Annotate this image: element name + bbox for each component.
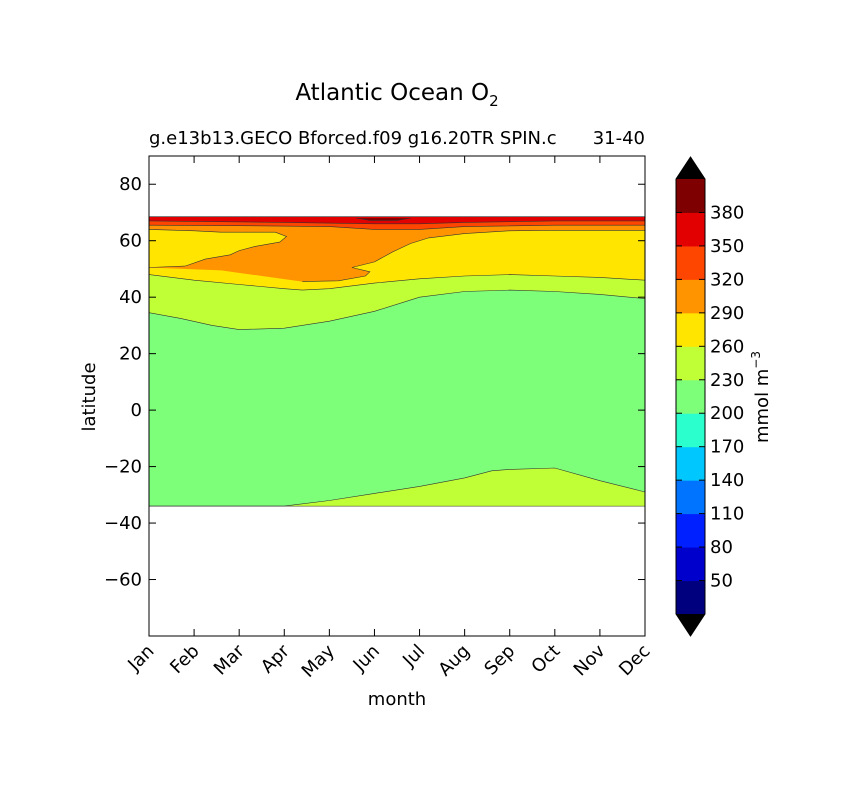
chart-subtitle-right: 31-40 [593,128,645,149]
colorbar-tick-label: 290 [710,303,744,324]
x-tick-label: Sep [480,641,519,680]
y-tick-label: −20 [104,457,142,478]
chart-title-subscript: 2 [489,92,499,110]
x-tick-label: Jul [398,641,429,672]
colorbar-segment [676,413,705,448]
x-tick-label: Aug [434,641,474,681]
region-380-plus [356,218,411,221]
colorbar-segment [676,379,705,414]
chart-title: Atlantic Ocean O2 [295,80,498,110]
contour-line-290 [149,229,288,268]
colorbar-segment [676,580,705,615]
contour-line-350 [149,220,645,225]
x-tick-label: Jun [349,641,384,676]
contour-line-260 [149,274,645,291]
colorbar-segment [676,346,705,381]
colorbar-outline [675,156,706,637]
colorbar: 50 80 110 140 170 200 230 260 290 320 350 380 [675,156,744,637]
y-tick-label: 20 [119,344,142,365]
y-tick-label: −60 [104,570,142,591]
contour-line-group [149,216,645,507]
colorbar-segment [676,279,705,314]
colorbar-segment [676,480,705,515]
x-axis-label: month [368,689,426,710]
colorbar-extend-low [676,614,705,636]
colorbar-segment [676,446,705,481]
axes-frame [148,155,646,637]
chart-title-main: Atlantic Ocean O [295,80,489,106]
contour-fill-group [149,216,645,507]
region-230-260-south [149,468,645,507]
colorbar-tick-label: 50 [710,571,733,592]
colorbar-tick-label: 260 [710,336,744,357]
colorbar-tick-label: 380 [710,202,744,223]
y-tick-label: 80 [119,174,142,195]
colorbar-segment [676,179,705,213]
colorbar-label-main: mmol m [752,369,773,443]
colorbar-segment [676,245,705,280]
colorbar-segment [676,212,705,247]
region-200-230 [149,290,645,507]
colorbar-label-superscript: −3 [749,351,763,369]
x-tick-label: Jan [123,641,158,676]
colorbar-tick-label: 230 [710,370,744,391]
y-axis: 80 60 40 20 0 −20 −40 −60 [104,174,645,591]
y-axis-label: latitude [79,362,100,431]
y-tick-label: 40 [119,287,142,308]
x-tick-label: Oct [527,641,564,678]
contour-line-290 [302,230,645,282]
colorbar-tick-label: 170 [710,437,744,458]
colorbar-tick-label: 320 [710,269,744,290]
colorbar-tick-label: 110 [710,504,744,525]
y-tick-label: 60 [119,231,142,252]
chart-subtitle-left: g.e13b13.GECO Bforced.f09 g16.20TR SPIN.… [149,128,557,149]
region-260-290-north [149,229,287,268]
y-tick-label: −40 [104,513,142,534]
colorbar-segment [676,312,705,347]
contour-line-320 [149,224,645,230]
colorbar-label: mmol m−3 [749,351,773,443]
colorbar-segment [676,513,705,548]
x-tick-label: Feb [166,641,203,678]
colorbar-tick-label: 140 [710,470,744,491]
colorbar-tick-label: 350 [710,236,744,257]
y-tick-label: 0 [131,400,142,421]
contour-line-380 [356,217,411,221]
x-tick-label: Mar [210,640,249,679]
x-tick-label: Nov [570,640,610,680]
x-tick-label: Dec [615,641,654,680]
colorbar-tick-label: 80 [710,537,733,558]
contour-line-230 [149,289,645,330]
x-tick-label: May [298,640,339,681]
colorbar-tick-label: 200 [710,403,744,424]
colorbar-extend-high [676,157,705,179]
x-tick-label: Apr [257,640,294,677]
colorbar-segment [676,547,705,582]
